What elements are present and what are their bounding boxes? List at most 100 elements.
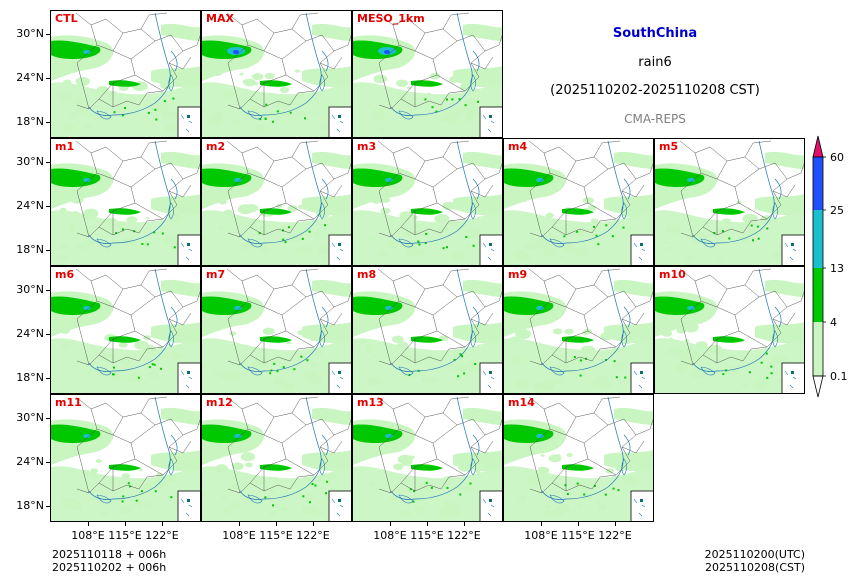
- footer-valid: 2025110200(UTC) 2025110208(CST): [690, 548, 805, 574]
- lon-tick-label: 122°E: [145, 529, 179, 542]
- colorbar-label-4: 4: [830, 316, 837, 329]
- colorbar-under-triangle: [812, 375, 824, 398]
- lon-tick-label: 108°E: [71, 529, 105, 542]
- colorbar-band-01-4: [813, 322, 823, 376]
- map-panel-ctl: CTL: [50, 10, 201, 138]
- map-panel-m2: m2: [201, 138, 352, 266]
- lat-tick-mark: [46, 334, 50, 335]
- map-panel-m1: m1: [50, 138, 201, 266]
- panel-label: m14: [508, 396, 535, 409]
- panel-label: m8: [357, 268, 377, 281]
- map-panel-m5: m5: [654, 138, 805, 266]
- map-panel-m10: m10: [654, 266, 805, 394]
- lat-tick-mark: [46, 206, 50, 207]
- lat-tick-label: 18°N: [16, 243, 44, 256]
- variable-title: rain6: [638, 55, 672, 70]
- colorbar-band-4-13: [813, 268, 823, 322]
- map-panel-m8: m8: [352, 266, 503, 394]
- lat-tick-mark: [46, 462, 50, 463]
- footer-init-cst: 2025110202 + 006h: [52, 561, 167, 574]
- colorbar-label-25: 25: [830, 204, 844, 217]
- lon-tick-mark: [88, 522, 89, 526]
- map-panel-m7: m7: [201, 266, 352, 394]
- period-title: (2025110202-2025110208 CST): [550, 83, 760, 98]
- lon-tick-label: 115°E: [259, 529, 293, 542]
- lon-tick-label: 115°E: [410, 529, 444, 542]
- colorbar-label-60: 60: [830, 151, 844, 164]
- lat-tick-mark: [46, 506, 50, 507]
- map-panel-m12: m12: [201, 394, 352, 522]
- lon-tick-mark: [615, 522, 616, 526]
- lat-tick-label: 24°N: [16, 71, 44, 84]
- lon-tick-mark: [541, 522, 542, 526]
- panel-label: MESO_1km: [357, 12, 425, 25]
- colorbar: 60 25 13 4 0.1: [805, 130, 855, 400]
- colorbar-label-13: 13: [830, 262, 844, 275]
- lon-tick-mark: [239, 522, 240, 526]
- lat-tick-mark: [46, 162, 50, 163]
- lat-tick-mark: [46, 290, 50, 291]
- lat-tick-label: 30°N: [16, 283, 44, 296]
- map-panel-m11: m11: [50, 394, 201, 522]
- lon-tick-label: 108°E: [524, 529, 558, 542]
- panel-label: MAX: [206, 12, 234, 25]
- map-panel-m9: m9: [503, 266, 654, 394]
- colorbar-band-13-25: [813, 210, 823, 268]
- panel-label: m2: [206, 140, 226, 153]
- lon-tick-label: 108°E: [373, 529, 407, 542]
- map-panel-m3: m3: [352, 138, 503, 266]
- region-title: SouthChina: [612, 26, 698, 41]
- lat-tick-label: 18°N: [16, 115, 44, 128]
- colorbar-band-25-60: [813, 157, 823, 210]
- panel-label: m7: [206, 268, 226, 281]
- map-panel-m6: m6: [50, 266, 201, 394]
- map-panel-max: MAX: [201, 10, 352, 138]
- panel-label: m13: [357, 396, 384, 409]
- panel-label: m10: [659, 268, 686, 281]
- footer-valid-cst: 2025110208(CST): [705, 561, 805, 574]
- lat-tick-label: 24°N: [16, 455, 44, 468]
- system-title: CMA-REPS: [624, 112, 686, 126]
- lon-tick-mark: [390, 522, 391, 526]
- colorbar-graphic: [812, 135, 826, 398]
- lon-tick-label: 115°E: [561, 529, 595, 542]
- lon-tick-label: 122°E: [296, 529, 330, 542]
- lat-tick-mark: [46, 122, 50, 123]
- panel-label: m12: [206, 396, 233, 409]
- lat-tick-mark: [46, 78, 50, 79]
- panel-label: m6: [55, 268, 75, 281]
- panel-label: m3: [357, 140, 377, 153]
- lat-tick-label: 30°N: [16, 27, 44, 40]
- panel-label: m1: [55, 140, 75, 153]
- map-panel-m13: m13: [352, 394, 503, 522]
- colorbar-label-0.1: 0.1: [830, 370, 848, 383]
- lat-tick-mark: [46, 378, 50, 379]
- footer-init-utc: 2025110118 + 006h: [52, 548, 167, 561]
- lon-tick-mark: [125, 522, 126, 526]
- lon-tick-mark: [464, 522, 465, 526]
- lat-tick-label: 18°N: [16, 499, 44, 512]
- lat-tick-label: 18°N: [16, 371, 44, 384]
- lat-tick-label: 24°N: [16, 327, 44, 340]
- lon-tick-mark: [276, 522, 277, 526]
- panel-label: m9: [508, 268, 528, 281]
- lon-tick-label: 115°E: [108, 529, 142, 542]
- colorbar-over-triangle: [812, 135, 824, 158]
- lon-tick-label: 108°E: [222, 529, 256, 542]
- lon-tick-label: 122°E: [598, 529, 632, 542]
- footer-valid-utc: 2025110200(UTC): [704, 548, 805, 561]
- lat-tick-mark: [46, 418, 50, 419]
- lat-tick-label: 30°N: [16, 411, 44, 424]
- lon-tick-mark: [578, 522, 579, 526]
- map-panel-m14: m14: [503, 394, 654, 522]
- lon-tick-mark: [162, 522, 163, 526]
- panel-label: m11: [55, 396, 82, 409]
- lat-tick-label: 24°N: [16, 199, 44, 212]
- lon-tick-mark: [427, 522, 428, 526]
- lat-tick-label: 30°N: [16, 155, 44, 168]
- lon-tick-label: 122°E: [447, 529, 481, 542]
- lat-tick-mark: [46, 250, 50, 251]
- panel-label: CTL: [55, 12, 78, 25]
- footer-init: 2025110118 + 006h 2025110202 + 006h: [52, 548, 166, 574]
- lat-tick-mark: [46, 34, 50, 35]
